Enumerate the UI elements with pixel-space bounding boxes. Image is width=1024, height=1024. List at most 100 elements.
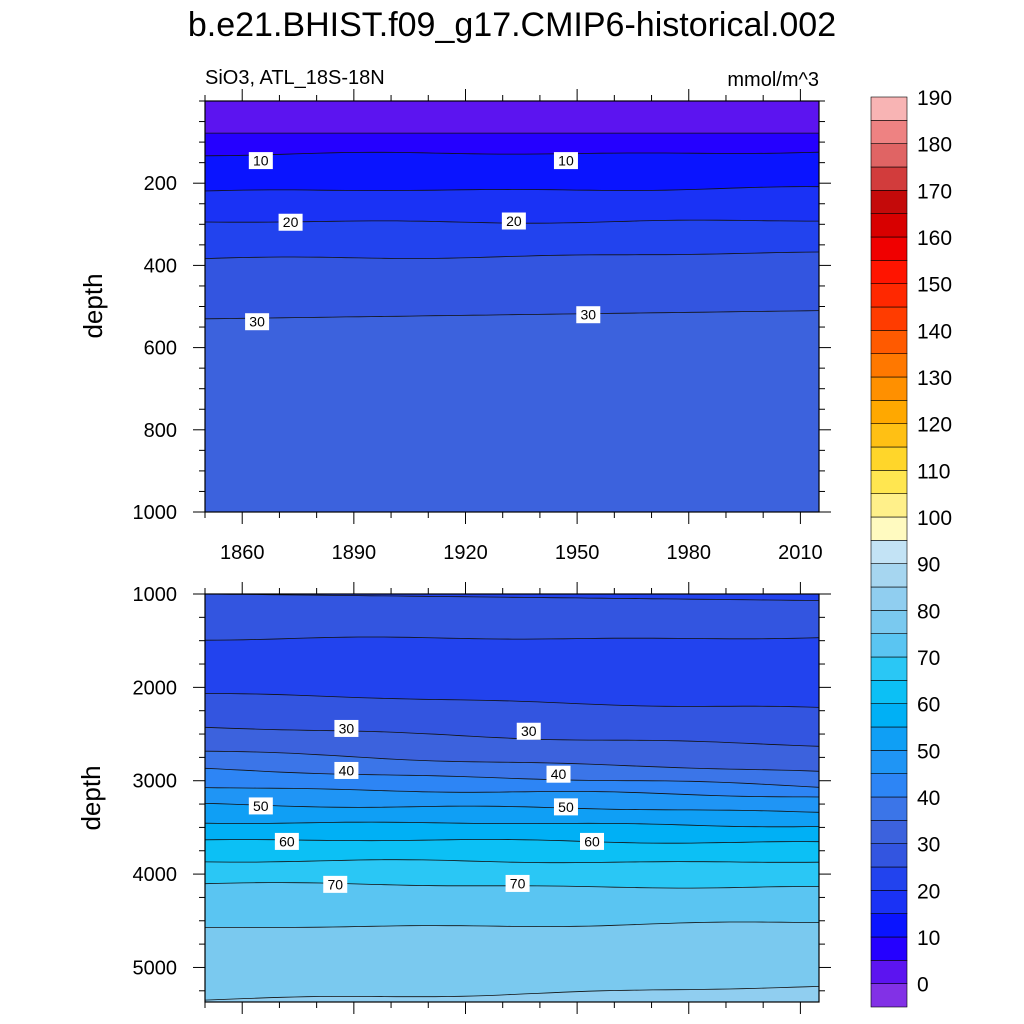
contour-label-bg [278,213,303,231]
contour-label-bg [274,832,299,850]
colorbar-label: 100 [917,507,952,530]
contour-band-15 [205,186,819,224]
lower-depth-panel: 30 30 40 40 50 50 60 60 70 70 1000 2000 3000 4000 5000 [133,582,831,1014]
contour-band-65 [205,859,819,889]
colorbar-box [870,260,908,284]
colorbar-label: 80 [917,600,940,623]
contour-line-80 [204,986,820,1001]
contour-label: 50 [558,799,574,815]
contour-band-5 [205,133,819,156]
contour-band-25 [205,594,819,641]
colorbar-box [870,423,908,448]
colorbar-box [870,936,908,961]
contour-band-20 [205,220,819,259]
colorbar-label: 120 [917,414,952,437]
contour-band-25 [205,252,819,319]
upper-depth-panel: 10 10 20 20 30 30 1860 1890 1920 1950 1980 2010 200 4… [133,89,831,564]
y-tick-label: 2000 [133,677,178,699]
contour-label-bg [334,761,359,779]
colorbar-box [870,960,908,984]
colorbar: 0 10 20 30 40 50 60 70 80 90 100 110 120 130 140 150 160… [870,87,952,1008]
colorbar-box [870,166,908,191]
contour-label: 60 [584,833,600,849]
x-tick-label: 1950 [555,542,600,564]
colorbar-box [870,983,908,1008]
colorbar-box [870,633,908,658]
contour-line-30 [204,726,820,747]
colorbar-box [870,283,908,308]
lower-plot-frame [204,593,820,1003]
colorbar-box [870,376,908,401]
y-tick-label: 800 [144,420,177,442]
contour-label-bg [505,874,530,892]
y-tick-label: 200 [144,173,177,195]
contour-band-30 [205,310,819,512]
contour-label-bg [576,306,601,324]
colorbar-label: 150 [917,274,952,297]
colorbar-box [870,610,908,634]
contour-line-65 [204,859,820,864]
colorbar-box [870,680,908,704]
colorbar-box [870,563,908,588]
colorbar-label: 140 [917,320,952,343]
colorbar-label: 130 [917,367,952,390]
colorbar-box [870,143,908,168]
x-tick-label: 2010 [778,542,823,564]
colorbar-box [870,726,908,751]
colorbar-box [870,750,908,774]
x-tick-label: 1920 [443,542,488,564]
contour-line-30 [204,310,820,320]
contour-label-bg [546,765,571,783]
colorbar-label: 180 [917,134,952,157]
contour-line-40 [204,767,820,788]
colorbar-label: 50 [917,740,940,763]
colorbar-label: 10 [917,927,940,950]
contour-label: 10 [558,153,574,169]
y-tick-label: 4000 [133,864,178,886]
x-tick-label: 1860 [220,542,265,564]
contour-line-25 [204,251,820,259]
colorbar-box [870,353,908,378]
contour-label-bg [245,313,270,331]
colorbar-box [870,703,908,728]
y-tick-label: 5000 [133,957,178,979]
x-tick-label: 1890 [332,542,377,564]
contour-label: 70 [327,876,343,892]
y-tick-label: 1000 [133,584,178,606]
contour-label: 30 [339,720,355,736]
colorbar-box [870,213,908,238]
contour-band-80 [205,986,819,1002]
contour-label-bg [580,832,605,850]
contour-label-bg [501,212,526,230]
contour-line-60 [204,839,820,844]
contour-label-bg [248,152,273,170]
contour-line-25 [204,593,820,601]
colorbar-label: 90 [917,554,940,577]
contour-label: 20 [506,213,522,229]
contour-band-35 [205,751,819,788]
contour-band-70 [205,882,819,928]
colorbar-box [870,330,908,354]
colorbar-box [870,843,908,868]
colorbar-label: 160 [917,227,952,250]
colorbar-box [870,96,908,121]
panel-left-string: SiO3, ATL_18S-18N [205,67,385,89]
contour-band-50 [205,803,819,827]
contour-line-55 [204,821,820,828]
colorbar-label: 70 [917,647,940,670]
colorbar-label: 20 [917,880,940,903]
contour-label-bg [334,719,359,737]
y-tick-label: 1000 [133,502,178,524]
colorbar-box [870,773,908,798]
colorbar-box [870,190,908,214]
contour-label: 40 [339,762,355,778]
colorbar-box [870,540,908,564]
lower-y-axis-title: depth [76,765,106,830]
contour-label: 70 [510,875,526,891]
colorbar-box [870,493,908,518]
colorbar-box [870,890,908,914]
colorbar-label: 0 [917,974,929,997]
y-tick-label: 600 [144,338,177,360]
colorbar-box [870,306,908,331]
colorbar-box [870,866,908,891]
